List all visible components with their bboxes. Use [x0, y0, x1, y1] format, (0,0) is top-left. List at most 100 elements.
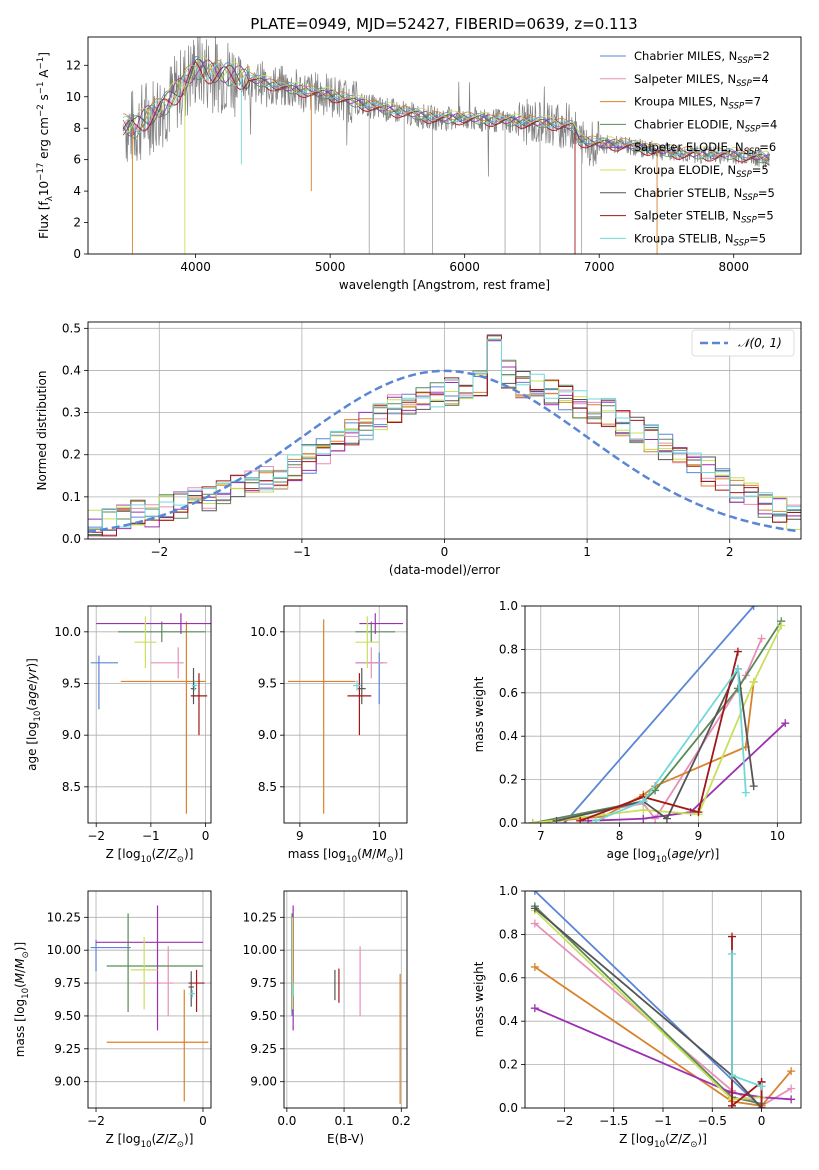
panels-layer: 4000 5000 6000 7000 8000024681012wavelength … [13, 36, 802, 1150]
x-tick-label: 0 [199, 1114, 207, 1128]
y-tick-label: 8 [73, 121, 81, 135]
errorbar-point [120, 621, 206, 814]
y-tick-label: 0.2 [62, 448, 81, 462]
label-segment: ( [667, 847, 672, 861]
weight-line [563, 606, 755, 823]
legend-entry: Salpeter ELODIE, NSSP=6 [634, 140, 776, 157]
legend-entry: Chabrier ELODIE, NSSP=4 [634, 117, 777, 134]
weight-marker [639, 797, 648, 806]
y-tick-label: 0.0 [499, 816, 518, 830]
y-tick-label: 9.50 [54, 1009, 81, 1023]
weight-marker [694, 808, 703, 817]
y-tick-label: 0.8 [499, 642, 518, 656]
y-tick-label: 10.0 [54, 625, 81, 639]
y-tick-label: 9.50 [250, 1009, 277, 1023]
label-segment: M [362, 847, 373, 861]
weight-marker [528, 819, 537, 823]
label-segment: ⊙ [21, 951, 31, 958]
legend-entry: 𝒩(0, 1) [738, 336, 782, 350]
weight-series [528, 617, 786, 823]
errorbar-point [189, 989, 195, 998]
label-segment: s [37, 94, 51, 104]
y-tick-label: 1.0 [499, 599, 518, 613]
y-tick-label: 0 [73, 247, 81, 261]
y-tick-label: 9.75 [54, 976, 81, 990]
label-segment: A [37, 69, 51, 82]
label-segment: E(B-V) [327, 1132, 364, 1146]
label-segment: age [log [25, 722, 39, 771]
tick-layer: −2 −1 0 1 2 0.0 0.1 0.2 0.3 0.4 0.5 [62, 321, 734, 559]
weight-line [534, 907, 763, 1108]
y-tick-label: 0.4 [499, 729, 518, 743]
plot-area [287, 613, 404, 814]
label-segment: Z [log [106, 1132, 141, 1146]
y-tick-label: 8.5 [258, 780, 277, 794]
weight-marker [749, 782, 758, 791]
label-segment: / [372, 847, 377, 861]
grid-lines [525, 890, 801, 1109]
label-segment: Z [681, 1132, 691, 1146]
weight-marker [662, 814, 671, 823]
legend-subscript: SSP [734, 238, 750, 248]
weight-line [534, 966, 792, 1107]
y-tick-label: 4 [73, 184, 81, 198]
y-tick-label: 0.8 [499, 927, 518, 941]
x-tick-label: −2 [556, 1114, 574, 1128]
x-tick-label: −1 [654, 1114, 672, 1128]
label-segment: / [694, 847, 699, 861]
x-tick-label: 4000 [180, 260, 211, 274]
label-segment: ( [357, 847, 362, 861]
tick-layer: 4000 5000 6000 7000 8000 0 2 4 6 8 10 12 [66, 58, 749, 274]
label-segment: Z [669, 1132, 679, 1146]
legend-count: =5 [757, 209, 774, 223]
grid-lines [284, 606, 407, 823]
legend-model: Kroupa MILES, N [634, 95, 729, 109]
errorbar-point [96, 613, 211, 634]
legend-subscript: SSP [737, 56, 753, 66]
label-segment: age [25, 684, 39, 706]
x-tick-label: −2 [87, 1114, 105, 1128]
tick-layer: −2 −1 0 8.5 9.0 9.5 10.0 [54, 625, 209, 843]
grid-lines [88, 606, 211, 823]
errorbar-point [130, 937, 158, 1010]
x-tick-label: 9 [695, 829, 703, 843]
legend-count: =7 [744, 95, 761, 109]
grid-lines [88, 891, 211, 1108]
y-tick-label: 10.0 [250, 625, 277, 639]
y-tick-label: 0.0 [499, 1101, 518, 1115]
y-tick-label: 8.5 [62, 780, 81, 794]
x-tick-label: 10 [770, 829, 785, 843]
errorbar-point [188, 971, 194, 1007]
x-tick-label: 8 [616, 829, 624, 843]
x-tick-label: −1.5 [599, 1114, 628, 1128]
y-tick-label: 0.4 [499, 1014, 518, 1028]
y-tick-label: 9.0 [258, 728, 277, 742]
weight-marker [757, 1104, 766, 1108]
y-tick-label: 9.25 [54, 1042, 81, 1056]
y-axis-label: age [log10(age/yr)] [25, 658, 43, 771]
legend-count: =4 [760, 117, 777, 131]
model-spectrum [122, 62, 770, 164]
errorbar-point [355, 647, 388, 679]
weight-marker [591, 816, 600, 823]
x-tick-label: 1 [583, 545, 591, 559]
panel-age_vs_Z: −2 −1 08.59.09.510.0Z [log10(Z/Z⊙)]age [lo… [25, 605, 212, 865]
weight-marker [576, 816, 585, 823]
panel-mass_weight_vs_Z: −2 −1.5 −1 −0.5 0 0.0 0.2 0.4 0.6 0.8 1.0 Z [log10(… [472, 884, 802, 1150]
y-tick-label: 9.25 [250, 1042, 277, 1056]
legend-model: Chabrier MILES, N [634, 49, 737, 63]
legend-count: =5 [758, 186, 775, 200]
errorbar-point [106, 913, 203, 1012]
figure-title: PLATE=0949, MJD=52427, FIBERID=0639, z=0… [250, 15, 637, 33]
plot-area [291, 905, 401, 1105]
weight-marker [749, 677, 758, 686]
label-segment: ( [152, 847, 157, 861]
x-tick-label: 10 [372, 829, 387, 843]
label-segment: λ [45, 196, 55, 201]
weight-series [530, 891, 766, 1108]
legend-subscript: SSP [729, 102, 745, 112]
y-tick-label: 0.0 [62, 532, 81, 546]
weight-line [534, 891, 763, 1108]
